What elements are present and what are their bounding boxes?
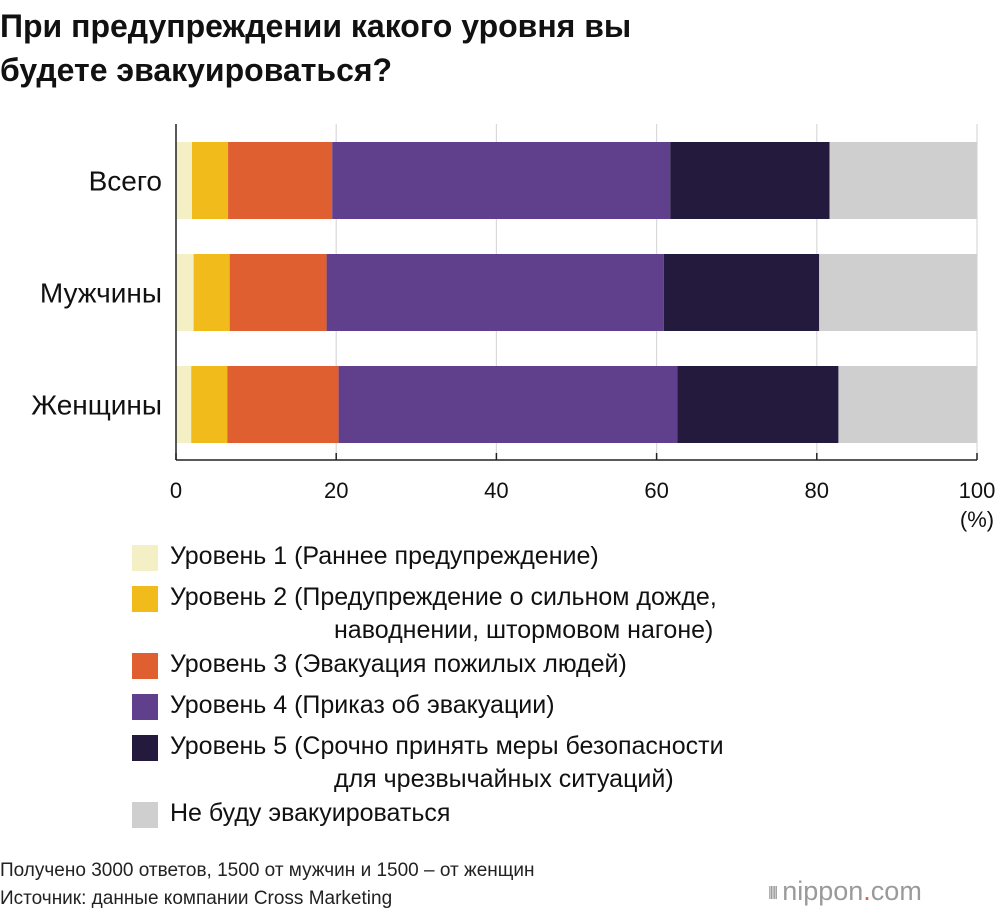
legend-swatch — [132, 735, 158, 761]
chart-title: При предупреждении какого уровня вы буде… — [0, 4, 940, 92]
legend-swatch — [132, 653, 158, 679]
legend-swatch — [132, 694, 158, 720]
category-label: Женщины — [31, 390, 162, 421]
chart-title-line2: будете эвакуироваться? — [0, 52, 393, 88]
chart-title-line1: При предупреждении какого уровня вы — [0, 8, 632, 44]
category-label: Всего — [89, 166, 162, 197]
logo-suffix: com — [870, 876, 922, 906]
bar-segment — [176, 254, 194, 331]
bar-segment — [176, 142, 193, 219]
bar-segment — [829, 142, 977, 219]
bar-segment — [191, 366, 228, 443]
bar-segment — [819, 254, 977, 331]
bar-segments — [176, 142, 977, 443]
category-label: Мужчины — [40, 278, 162, 309]
bar-segment — [229, 254, 327, 331]
bar-segment — [326, 254, 664, 331]
logo-text: nippon — [782, 876, 864, 906]
bar-segment — [677, 366, 839, 443]
bar-segment — [193, 254, 230, 331]
bar-segment — [227, 366, 339, 443]
legend-swatch — [132, 802, 158, 828]
logo-waves-icon: ||||| — [768, 883, 778, 899]
legend-label: Уровень 3 (Эвакуация пожилых людей) — [170, 650, 627, 678]
x-tick-label: 60 — [644, 478, 668, 503]
logo-dot: . — [863, 876, 871, 906]
bar-segment — [838, 366, 977, 443]
nippon-logo: ||||| nippon.com — [768, 876, 922, 907]
stacked-bar-chart: 0 20 40 60 80 100 (%) Всего Мужчины Женщины — [31, 124, 995, 533]
axis-labels: 0 20 40 60 80 100 (%) Всего Мужчины Женщины — [31, 166, 995, 533]
legend-label-continuation: наводнении, штормовом нагоне) — [334, 616, 714, 644]
bar-segment — [663, 254, 820, 331]
x-tick-label: 100 — [959, 478, 996, 503]
bar-segment — [176, 366, 192, 443]
bar-segment — [228, 142, 333, 219]
x-tick-label: 40 — [484, 478, 508, 503]
bar-segment — [338, 366, 678, 443]
legend-label: Уровень 4 (Приказ об эвакуации) — [170, 691, 555, 719]
bar-segment — [670, 142, 830, 219]
legend-label: Уровень 2 (Предупреждение о сильном дожд… — [170, 583, 717, 611]
footer: Получено 3000 ответов, 1500 от мужчин и … — [0, 857, 535, 913]
legend-label: Уровень 1 (Раннее предупреждение) — [170, 542, 599, 570]
footer-note: Получено 3000 ответов, 1500 от мужчин и … — [0, 860, 535, 881]
x-tick-label: 80 — [805, 478, 829, 503]
legend-swatch — [132, 586, 158, 612]
legend-swatch — [132, 545, 158, 571]
bar-segment — [332, 142, 671, 219]
axes — [175, 124, 978, 461]
footer-source: Источник: данные компании Cross Marketin… — [0, 888, 393, 909]
legend-label-continuation: для чрезвычайных ситуаций) — [334, 765, 674, 793]
x-tick-label: 0 — [170, 478, 182, 503]
bar-segment — [192, 142, 229, 219]
x-unit-label: (%) — [960, 507, 994, 532]
x-tick-label: 20 — [324, 478, 348, 503]
legend-label: Уровень 5 (Срочно принять меры безопасно… — [170, 732, 724, 760]
legend-label: Не буду эвакуироваться — [170, 799, 451, 827]
